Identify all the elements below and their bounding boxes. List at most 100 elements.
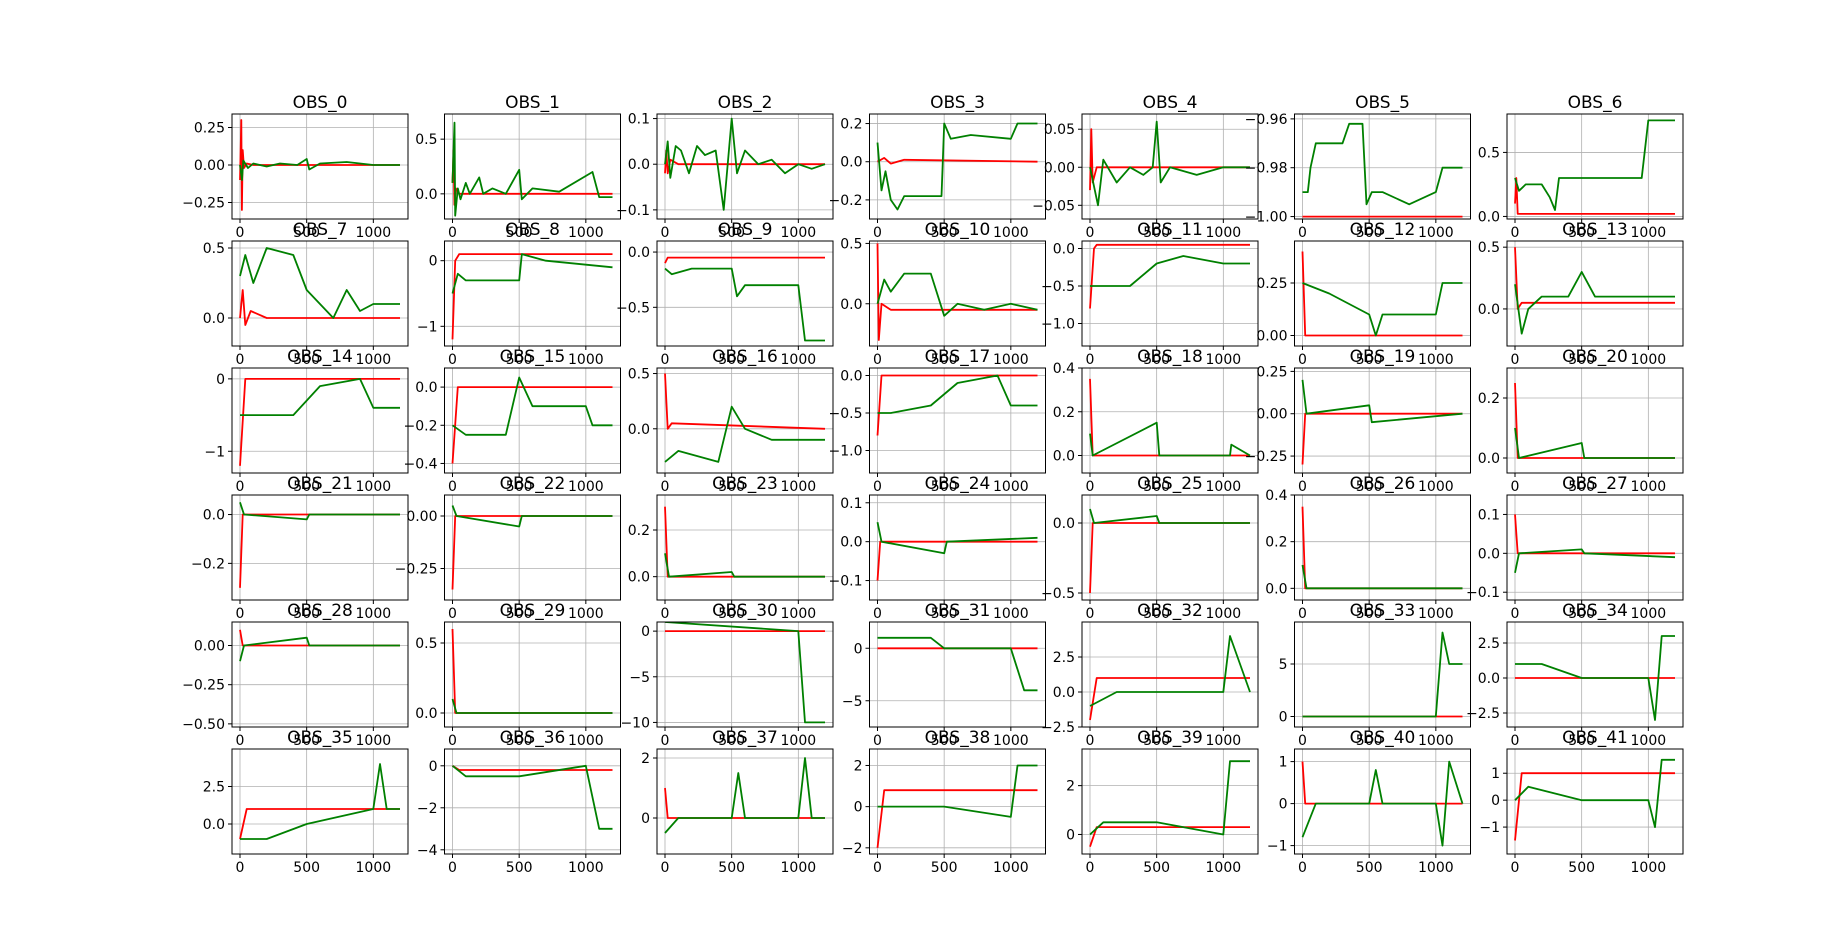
y-tick-label: 0.1	[840, 496, 862, 512]
x-tick-label: 500	[1356, 352, 1383, 368]
axes-frame	[656, 748, 834, 855]
y-tick-label: 2	[641, 751, 650, 767]
x-tick-label: 1000	[1206, 352, 1242, 368]
axes-frame	[1294, 748, 1471, 855]
x-tick-label: 0	[873, 860, 882, 876]
series-line-1	[240, 378, 400, 416]
y-tick-label: 0.2	[1478, 391, 1500, 407]
x-tick-label: 500	[293, 860, 320, 876]
y-tick-label: −1.0	[829, 444, 863, 460]
subplot-title: OBS_26	[1350, 474, 1416, 494]
y-tick-label: 0.05	[1044, 122, 1075, 138]
series-line-0	[1301, 412, 1463, 465]
y-tick-label: −0.50	[182, 717, 225, 733]
series-line-1	[664, 267, 825, 342]
subplot-11: 0 500 1000 −1.0 −0.5 0.0 OBS_11	[1041, 220, 1259, 368]
y-tick-label: 2	[1066, 779, 1075, 795]
y-tick-label: 0.2	[1053, 405, 1075, 421]
x-tick-label: 500	[293, 225, 320, 241]
x-tick-label: 1000	[1206, 860, 1242, 876]
x-tick-label: 1000	[1631, 352, 1667, 368]
x-tick-label: 500	[293, 733, 320, 749]
x-tick-label: 500	[1143, 225, 1170, 241]
y-tick-label: −1	[1479, 820, 1500, 836]
subplot-22: 0 500 1000 −0.25 0.00 OBS_22	[395, 474, 621, 622]
series-line-1	[1089, 508, 1250, 524]
x-tick-label: 1000	[568, 225, 604, 241]
axes-frame	[1506, 494, 1684, 601]
subplot-12: 0 500 1000 0.00 0.25 OBS_12	[1256, 220, 1471, 368]
y-tick-label: 2	[854, 758, 863, 774]
series-line-1	[877, 636, 1038, 692]
y-tick-label: −0.1	[829, 574, 863, 590]
x-tick-label: 0	[1298, 352, 1307, 368]
y-tick-label: 0.1	[1478, 507, 1500, 523]
y-tick-label: −2	[417, 801, 438, 817]
x-tick-label: 0	[1511, 352, 1520, 368]
x-tick-label: 1000	[356, 352, 392, 368]
subplot-title: OBS_6	[1568, 93, 1623, 113]
x-tick-label: 0	[661, 225, 670, 241]
y-tick-label: 0.5	[840, 236, 862, 252]
y-tick-label: −1.0	[1041, 317, 1075, 333]
series-line-0	[239, 513, 400, 588]
axes-frame	[656, 113, 834, 220]
series-line-0	[451, 628, 613, 714]
series-line-1	[876, 522, 1038, 555]
series-line-1	[1514, 119, 1675, 211]
y-tick-label: −0.5	[1041, 586, 1075, 602]
y-tick-label: 0.00	[1256, 329, 1287, 345]
subplot-15: 0 500 1000 −0.4 −0.2 0.0 OBS_15	[404, 347, 621, 495]
x-tick-label: 0	[873, 733, 882, 749]
series-line-1	[1301, 760, 1464, 847]
subplot-13: 0 500 1000 0.0 0.5 OBS_13	[1478, 220, 1684, 368]
y-tick-label: 0.0	[1478, 302, 1500, 318]
subplot-title: OBS_19	[1350, 347, 1416, 367]
series-line-1	[1089, 635, 1251, 707]
series-line-0	[1514, 772, 1675, 841]
x-tick-label: 0	[236, 352, 245, 368]
x-tick-label: 0	[236, 606, 245, 622]
series-line-1	[1089, 120, 1250, 207]
series-line-1	[1514, 427, 1675, 459]
y-tick-label: 0.0	[1053, 242, 1075, 258]
x-tick-label: 1000	[568, 479, 604, 495]
y-tick-label: 0	[854, 641, 863, 657]
subplot-title: OBS_20	[1562, 347, 1628, 367]
x-tick-label: 1000	[356, 479, 392, 495]
subplot-title: OBS_30	[712, 601, 778, 621]
series-line-1	[451, 253, 613, 294]
x-tick-label: 1000	[1631, 606, 1667, 622]
series-line-0	[1301, 251, 1463, 337]
subplot-title: OBS_13	[1562, 220, 1628, 240]
axes-frame	[1081, 240, 1259, 347]
x-tick-label: 1000	[993, 606, 1029, 622]
x-tick-label: 0	[236, 479, 245, 495]
y-tick-label: 0.00	[194, 639, 225, 655]
x-tick-label: 0	[1298, 860, 1307, 876]
axes-frame	[869, 113, 1046, 220]
x-tick-label: 1000	[1206, 479, 1242, 495]
x-tick-label: 0	[1086, 225, 1095, 241]
x-tick-label: 500	[1568, 606, 1595, 622]
axes-frame	[444, 240, 621, 347]
x-tick-label: 0	[661, 479, 670, 495]
x-tick-label: 500	[506, 860, 533, 876]
x-tick-label: 1000	[781, 733, 817, 749]
y-tick-label: 0.5	[415, 132, 437, 148]
y-tick-label: −10	[620, 715, 650, 731]
y-tick-label: −1	[204, 444, 225, 460]
x-tick-label: 1000	[1418, 225, 1454, 241]
subplot-7: 0 500 1000 0.0 0.5 OBS_7	[203, 220, 409, 368]
series-line-0	[1089, 826, 1250, 847]
y-tick-label: 0.00	[406, 509, 437, 525]
series-line-1	[1302, 631, 1463, 718]
y-tick-label: −0.1	[616, 203, 650, 219]
x-tick-label: 0	[1511, 733, 1520, 749]
axes-frame	[231, 494, 409, 601]
series-line-0	[664, 506, 825, 578]
y-tick-label: 0.0	[415, 187, 437, 203]
x-tick-label: 0	[1086, 479, 1095, 495]
y-tick-label: 0.00	[194, 158, 225, 174]
